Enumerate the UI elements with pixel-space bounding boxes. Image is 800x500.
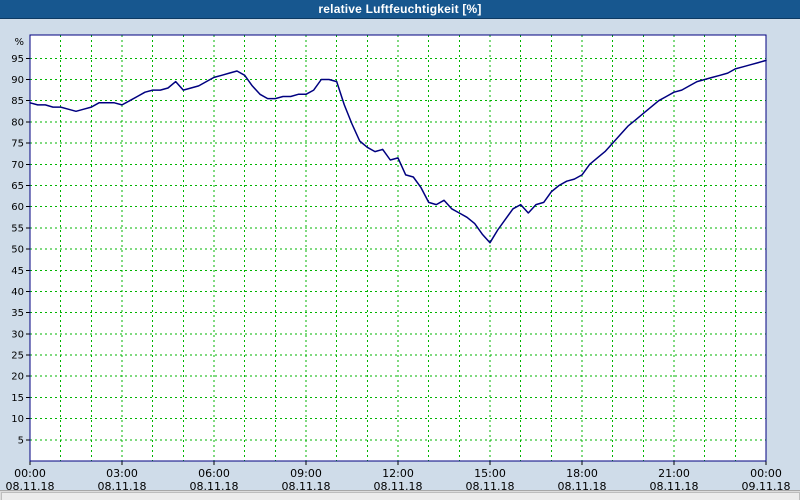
x-tick-time-label: 12:00 xyxy=(382,467,414,480)
y-tick-label: 15 xyxy=(11,393,24,404)
x-tick-time-label: 21:00 xyxy=(658,467,690,480)
x-tick-time-label: 15:00 xyxy=(474,467,506,480)
humidity-line-chart: 5 10 15 20 25 30 35 40 45 50 55 60 65 70 75 80 85 90 95% 00… xyxy=(6,34,791,493)
x-tick-date-label: 08.11.18 xyxy=(190,480,239,490)
x-tick-date-label: 08.11.18 xyxy=(282,480,331,490)
x-tick-date-label: 08.11.18 xyxy=(650,480,699,490)
x-tick-time-label: 00:00 xyxy=(14,467,46,480)
x-tick-time-label: 09:00 xyxy=(290,467,322,480)
y-tick-label: 95 xyxy=(11,54,24,65)
plot-border xyxy=(29,34,767,462)
chart-title: relative Luftfeuchtigkeit [%] xyxy=(318,2,482,16)
y-tick-label: 35 xyxy=(11,308,24,319)
x-tick-date-label: 08.11.18 xyxy=(6,480,55,490)
y-tick-label: 10 xyxy=(11,414,24,425)
y-tick-label: 80 xyxy=(11,117,24,128)
y-tick-label: 40 xyxy=(11,287,24,298)
x-tick-time-label: 03:00 xyxy=(106,467,138,480)
y-tick-label: 65 xyxy=(11,181,24,192)
scrollbar-thumb[interactable] xyxy=(1,492,800,500)
y-tick-label: 55 xyxy=(11,223,24,234)
humidity-series-line xyxy=(29,59,767,244)
y-tick-label: 75 xyxy=(11,139,24,150)
x-tick-date-label: 08.11.18 xyxy=(374,480,423,490)
horizontal-scrollbar[interactable] xyxy=(0,490,800,500)
x-tick-time-label: 00:00 xyxy=(750,467,782,480)
y-tick-label: 60 xyxy=(11,202,24,213)
y-tick-label: 90 xyxy=(11,75,24,86)
chart-panel: 5 10 15 20 25 30 35 40 45 50 55 60 65 70 75 80 85 90 95% 00… xyxy=(0,18,800,493)
y-tick-label: 5 xyxy=(18,435,24,446)
y-axis-unit-label: % xyxy=(14,37,24,48)
x-tick-date-label: 08.11.18 xyxy=(558,480,607,490)
y-tick-label: 70 xyxy=(11,160,24,171)
x-tick-time-label: 18:00 xyxy=(566,467,598,480)
y-tick-label: 45 xyxy=(11,266,24,277)
y-tick-label: 25 xyxy=(11,351,24,362)
y-tick-label: 85 xyxy=(11,96,24,107)
x-tick-time-label: 06:00 xyxy=(198,467,230,480)
x-tick-date-label: 08.11.18 xyxy=(98,480,147,490)
y-tick-label: 30 xyxy=(11,329,24,340)
titlebar: relative Luftfeuchtigkeit [%] xyxy=(0,0,800,19)
x-tick-date-label: 09.11.18 xyxy=(742,480,791,490)
y-tick-label: 20 xyxy=(11,372,24,383)
x-tick-date-label: 08.11.18 xyxy=(466,480,515,490)
y-tick-label: 50 xyxy=(11,245,24,256)
